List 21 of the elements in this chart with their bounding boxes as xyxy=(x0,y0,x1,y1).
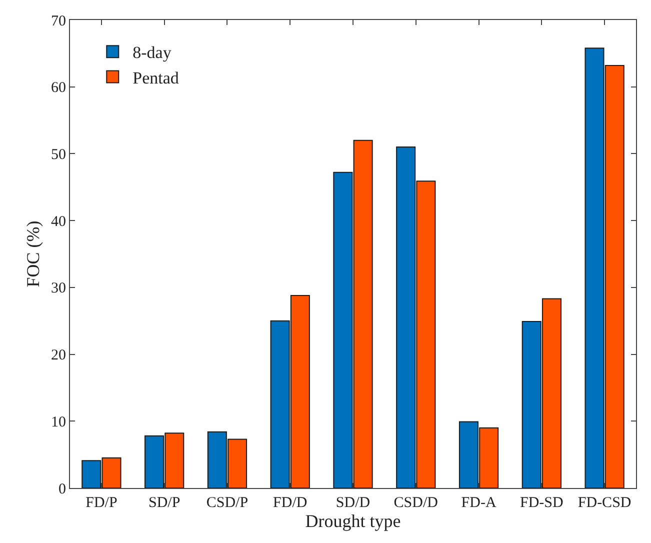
x-tick-label: FD-CSD xyxy=(578,495,632,511)
y-tick-label: 10 xyxy=(51,414,66,430)
y-tick-label: 70 xyxy=(51,13,66,30)
legend-label: 8-day xyxy=(132,43,172,62)
y-tick-label: 20 xyxy=(51,348,66,364)
y-tick-label: 60 xyxy=(51,80,66,96)
y-axis-title: FOC (%) xyxy=(23,220,44,288)
x-tick-label: FD-A xyxy=(461,495,496,511)
x-tick-label: FD/D xyxy=(273,495,308,511)
y-tick-label: 0 xyxy=(58,481,66,498)
x-tick-label: FD/P xyxy=(86,495,118,511)
x-tick-label: SD/P xyxy=(148,495,180,511)
y-tick-label: 50 xyxy=(51,146,66,163)
x-axis-title: Drought type xyxy=(305,511,401,532)
x-tick-label: CSD/P xyxy=(206,495,248,511)
x-tick-label: SD/D xyxy=(336,495,370,511)
y-tick-label: 40 xyxy=(51,214,66,230)
y-tick-label: 30 xyxy=(51,280,66,297)
x-tick-label: FD-SD xyxy=(520,495,564,511)
x-tick-label: CSD/D xyxy=(394,495,438,511)
legend-label: Pentad xyxy=(132,68,180,88)
